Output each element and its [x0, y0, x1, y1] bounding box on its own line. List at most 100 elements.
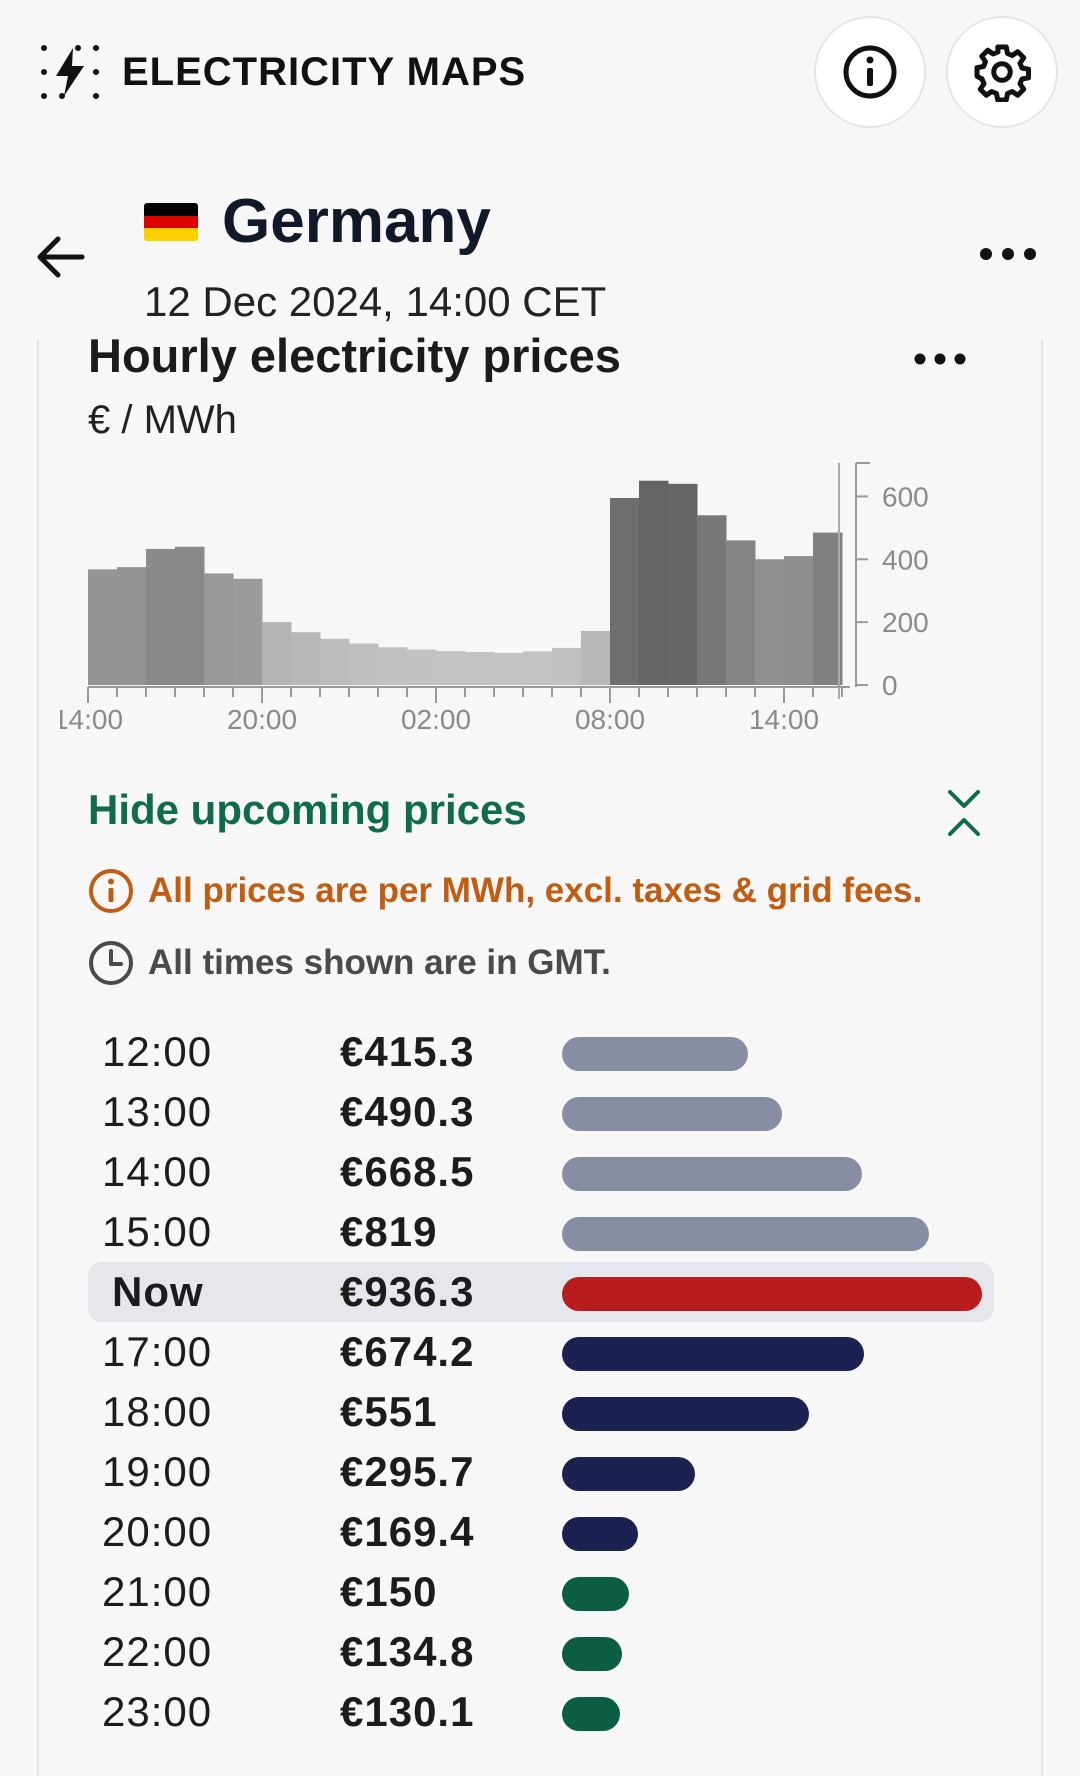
price-row-time: 21:00 [102, 1568, 213, 1615]
chart-bar[interactable] [146, 548, 176, 685]
x-tick-label: 02:00 [401, 704, 471, 735]
chart-bar[interactable] [639, 480, 669, 685]
price-row-bar [562, 1637, 622, 1671]
price-row-value: €668.5 [340, 1148, 475, 1195]
chart-bar[interactable] [436, 651, 466, 685]
price-row: 22:00 €134.8 [88, 1622, 994, 1682]
price-row-bar [562, 1397, 809, 1431]
time-note-text: All times shown are in GMT. [148, 943, 611, 982]
x-tick-label: 14:00 [749, 704, 819, 735]
price-row-time: 15:00 [102, 1208, 213, 1255]
chart-bar[interactable] [204, 573, 234, 685]
chart-bar[interactable] [552, 647, 582, 685]
gear-icon [974, 44, 1031, 102]
chart-bar[interactable] [233, 578, 263, 685]
chart-bar[interactable] [581, 630, 611, 685]
chart-bar[interactable] [755, 559, 785, 685]
price-row-bar [562, 1037, 748, 1071]
app-name: ELECTRICITY MAPS [122, 49, 527, 94]
price-row-time: 23:00 [102, 1688, 213, 1735]
card-unit: € / MWh [88, 398, 237, 442]
price-row-value: €169.4 [340, 1508, 475, 1555]
price-row-now: Now €936.3 [88, 1262, 994, 1322]
price-row: 13:00 €490.3 [88, 1082, 994, 1142]
chart-bar[interactable] [349, 643, 379, 685]
card-more-options-icon[interactable] [912, 350, 968, 368]
chart-bar[interactable] [697, 515, 727, 685]
hide-upcoming-prices-button[interactable]: Hide upcoming prices [88, 786, 527, 833]
price-list: 12:00 €415.3 13:00 €490.3 14:00 €668.5 15:00 €8… [88, 1022, 994, 1742]
chart-bar[interactable] [784, 556, 814, 685]
chart-bar[interactable] [262, 622, 292, 685]
price-row: 21:00 €150 [88, 1562, 994, 1622]
clock-icon [89, 941, 133, 985]
price-row-value: €134.8 [340, 1628, 475, 1675]
chart-bar[interactable] [726, 540, 756, 685]
chart-bar[interactable] [378, 647, 408, 685]
chart-bar[interactable] [523, 651, 553, 685]
chart-bar[interactable] [117, 567, 147, 685]
price-row: 15:00 €819 [88, 1202, 994, 1262]
y-tick-label: 200 [882, 607, 929, 638]
price-row: 23:00 €130.1 [88, 1682, 994, 1742]
collapse-icon[interactable] [944, 788, 984, 838]
price-row-value: €415.3 [340, 1028, 475, 1075]
price-row-time: 17:00 [102, 1328, 213, 1375]
price-row: 20:00 €169.4 [88, 1502, 994, 1562]
price-row-time: Now [112, 1268, 204, 1315]
zone-datetime: 12 Dec 2024, 14:00 CET [144, 278, 607, 325]
info-warning-icon [89, 869, 133, 913]
price-row-time: 19:00 [102, 1448, 213, 1495]
chart-bar[interactable] [465, 652, 495, 685]
price-row: 17:00 €674.2 [88, 1322, 994, 1382]
price-row-value: €295.7 [340, 1448, 475, 1495]
price-row: 19:00 €295.7 [88, 1442, 994, 1502]
germany-flag-icon [144, 203, 198, 241]
chart-bar-current[interactable] [813, 532, 843, 685]
y-tick-label: 400 [882, 544, 929, 575]
y-tick-label: 0 [882, 670, 898, 701]
chart-bar[interactable] [668, 483, 698, 685]
price-row: 12:00 €415.3 [88, 1022, 994, 1082]
settings-button[interactable] [946, 16, 1058, 128]
price-row: 14:00 €668.5 [88, 1142, 994, 1202]
chart-bar[interactable] [88, 569, 118, 685]
price-row: 18:00 €551 [88, 1382, 994, 1442]
card-title: Hourly electricity prices [88, 329, 621, 382]
price-row-bar [562, 1577, 629, 1611]
chart-bar[interactable] [407, 649, 437, 685]
back-arrow-icon[interactable] [30, 226, 92, 288]
price-row-bar [562, 1337, 864, 1371]
price-row-bar [562, 1217, 929, 1251]
price-row-time: 12:00 [102, 1028, 213, 1075]
price-row-bar [562, 1457, 695, 1491]
electricity-maps-logo-icon [41, 45, 99, 99]
info-button[interactable] [814, 16, 926, 128]
price-row-bar [562, 1517, 638, 1551]
price-row-value: €150 [340, 1568, 438, 1615]
price-row-value: €490.3 [340, 1088, 475, 1135]
price-row-time: 18:00 [102, 1388, 213, 1435]
price-row-bar [562, 1157, 862, 1191]
price-row-value: €936.3 [340, 1268, 475, 1315]
chart-bar[interactable] [610, 498, 640, 685]
time-note: All times shown are in GMT. [88, 940, 611, 986]
hourly-price-chart[interactable]: 14:00 20:00 02:00 08:00 14:00 0 200 400 600 [60, 455, 1020, 755]
price-note-text: All prices are per MWh, excl. taxes & gr… [148, 871, 923, 910]
price-row-time: 22:00 [102, 1628, 213, 1675]
price-row-time: 13:00 [102, 1088, 213, 1135]
chart-bar[interactable] [291, 632, 321, 685]
price-row-value: €130.1 [340, 1688, 475, 1735]
price-row-value: €551 [340, 1388, 438, 1435]
price-row-bar [562, 1097, 782, 1131]
x-tick-label: 14:00 [60, 704, 123, 735]
zone-title: Germany [222, 187, 491, 256]
price-row-time: 20:00 [102, 1508, 213, 1555]
price-note: All prices are per MWh, excl. taxes & gr… [88, 868, 922, 914]
x-tick-label: 20:00 [227, 704, 297, 735]
chart-bar[interactable] [494, 652, 524, 685]
more-options-icon[interactable] [978, 244, 1038, 264]
brand: ELECTRICITY MAPS [38, 40, 526, 104]
chart-bar[interactable] [320, 638, 350, 685]
chart-bar[interactable] [175, 546, 205, 685]
